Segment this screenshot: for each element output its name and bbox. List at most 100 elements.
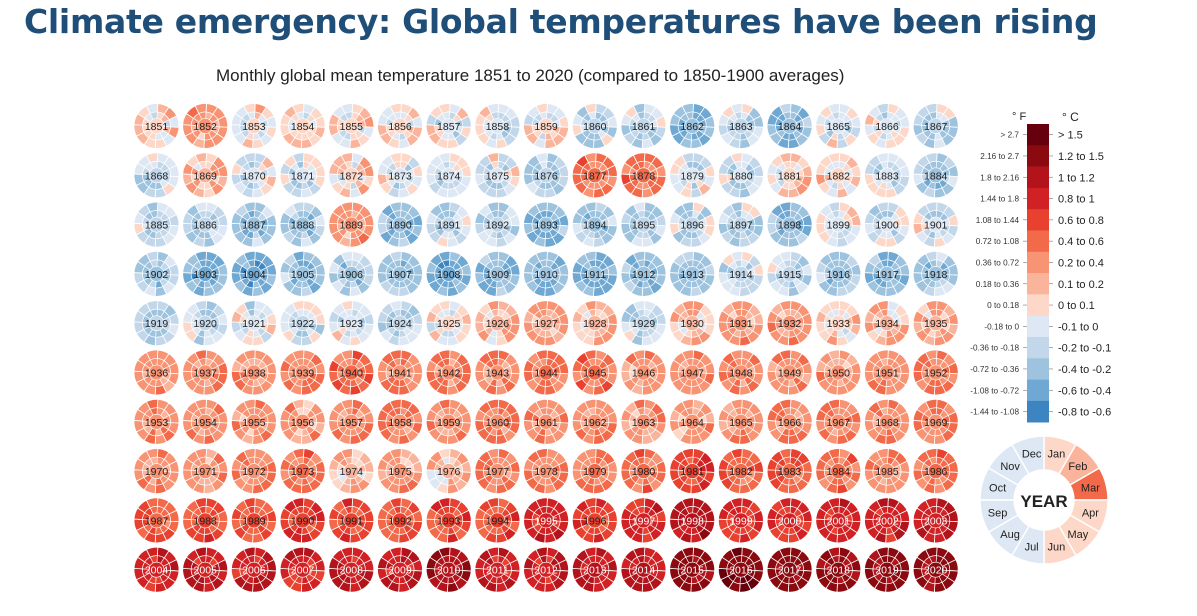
year-label: 1953 xyxy=(145,417,169,429)
year-wheel-2008: 2008 xyxy=(328,546,375,593)
year-wheel-1945: 1945 xyxy=(571,349,618,396)
year-wheel-hub xyxy=(635,167,652,184)
year-label: 1989 xyxy=(242,515,266,527)
year-label: 1926 xyxy=(486,318,510,330)
legend-label-c: 0.6 to 0.8 xyxy=(1058,215,1104,227)
year-wheel-1859: 1859 xyxy=(523,103,569,149)
year-label: 2005 xyxy=(194,565,218,577)
year-label: 1949 xyxy=(778,368,802,380)
year-wheel-hub xyxy=(489,216,506,233)
year-wheel-1938: 1938 xyxy=(231,349,277,396)
key-month-label: Jul xyxy=(1025,541,1039,553)
year-wheel-1965: 1965 xyxy=(718,398,764,445)
year-grid-panel: 1851 1852 1853 1854 1855 1856 1857 1858 1859 1860… xyxy=(132,92,975,598)
year-wheel-2020: 2020 xyxy=(912,546,959,593)
year-wheel-1997: 1997 xyxy=(620,497,667,544)
year-label: 1894 xyxy=(583,220,607,232)
year-label: 1910 xyxy=(534,269,558,281)
year-wheel-1899: 1899 xyxy=(815,201,862,248)
year-wheel-1879: 1879 xyxy=(669,152,716,199)
year-wheel-1924: 1924 xyxy=(377,300,423,347)
year-label: 1919 xyxy=(145,318,169,330)
year-wheel-1893: 1893 xyxy=(523,201,569,248)
year-wheel-2002: 2002 xyxy=(864,497,910,544)
year-wheel-1922: 1922 xyxy=(279,300,326,347)
year-wheel-hub xyxy=(586,167,603,184)
year-wheel-2019: 2019 xyxy=(864,546,910,593)
year-label: 1903 xyxy=(194,269,218,281)
year-label: 1976 xyxy=(437,466,461,478)
year-label: 2006 xyxy=(242,565,266,577)
year-label: 1878 xyxy=(632,170,656,182)
year-label: 1902 xyxy=(145,269,169,281)
year-label: 1891 xyxy=(437,220,461,232)
year-label: 1864 xyxy=(778,121,802,133)
year-wheel-hub xyxy=(781,167,798,184)
year-label: 1904 xyxy=(242,269,266,281)
year-label: 1853 xyxy=(242,121,266,133)
year-label: 2009 xyxy=(388,565,412,577)
year-wheel-1993: 1993 xyxy=(425,497,472,544)
color-legend: > 2.7 > 1.52.16 to 2.7 1.2 to 1.51.8 to 2.… xyxy=(970,124,1111,423)
year-label: 2003 xyxy=(924,515,948,527)
year-wheel-1900: 1900 xyxy=(864,201,910,248)
year-label: 1882 xyxy=(827,170,851,182)
year-label: 2002 xyxy=(875,515,899,527)
year-label: 1966 xyxy=(778,417,802,429)
year-label: 2011 xyxy=(486,565,509,577)
year-wheel-2003: 2003 xyxy=(912,497,959,544)
year-wheel-1988: 1988 xyxy=(182,497,229,544)
year-wheel-1980: 1980 xyxy=(620,448,667,494)
year-wheel-1930: 1930 xyxy=(669,300,716,347)
legend-label-f: -0.36 to -0.18 xyxy=(970,344,1019,353)
year-label: 1957 xyxy=(340,417,364,429)
year-wheel-1985: 1985 xyxy=(864,448,910,494)
year-wheel-hub xyxy=(733,216,749,233)
year-label: 1948 xyxy=(729,368,753,380)
legend-label-f: -0.72 to -0.36 xyxy=(970,365,1019,374)
year-label: 1924 xyxy=(388,318,412,330)
year-wheel-1917: 1917 xyxy=(864,251,910,297)
year-label: 1954 xyxy=(194,417,218,429)
legend-label-c: 0.1 to 0.2 xyxy=(1058,279,1104,291)
year-wheel-hub xyxy=(733,167,749,184)
year-label: 1916 xyxy=(827,269,851,281)
year-label: 1937 xyxy=(194,368,218,380)
year-wheel-1973: 1973 xyxy=(279,448,326,494)
year-label: 2004 xyxy=(145,565,169,577)
year-wheel-1991: 1991 xyxy=(328,497,375,544)
year-wheel-hub xyxy=(246,216,262,233)
year-wheel-1915: 1915 xyxy=(766,251,813,297)
year-wheel-1934: 1934 xyxy=(864,300,910,347)
year-wheel-1918: 1918 xyxy=(912,251,959,297)
year-wheel-1981: 1981 xyxy=(669,448,716,494)
year-label: 1854 xyxy=(291,121,315,133)
year-wheel-1871: 1871 xyxy=(279,152,326,199)
year-label: 1871 xyxy=(291,170,315,182)
year-wheel-1913: 1913 xyxy=(669,251,716,297)
year-label: 2020 xyxy=(924,565,948,577)
year-label: 1947 xyxy=(681,368,705,380)
year-label: 1876 xyxy=(534,170,558,182)
year-wheel-1914: 1914 xyxy=(718,251,764,297)
year-label: 1851 xyxy=(145,121,169,133)
year-wheel-1887: 1887 xyxy=(231,201,277,248)
year-wheel-1888: 1888 xyxy=(279,201,326,248)
year-label: 1929 xyxy=(632,318,656,330)
year-wheel-2009: 2009 xyxy=(377,546,423,593)
year-wheel-1854: 1854 xyxy=(279,103,326,149)
year-wheel-1999: 1999 xyxy=(718,497,764,544)
year-label: 1879 xyxy=(681,170,705,182)
year-label: 2013 xyxy=(583,565,607,577)
year-wheel-1878: 1878 xyxy=(620,152,667,199)
year-wheel-1957: 1957 xyxy=(328,398,375,445)
year-label: 1945 xyxy=(583,368,607,380)
legend-swatch xyxy=(1027,273,1049,295)
year-wheel-1962: 1962 xyxy=(571,398,618,445)
year-wheel-1954: 1954 xyxy=(182,398,229,445)
year-wheel-1959: 1959 xyxy=(425,398,472,445)
year-label: 1974 xyxy=(340,466,364,478)
year-label: 1978 xyxy=(534,466,558,478)
legend-label-f: 2.16 to 2.7 xyxy=(980,152,1019,161)
year-label: 1940 xyxy=(340,368,364,380)
